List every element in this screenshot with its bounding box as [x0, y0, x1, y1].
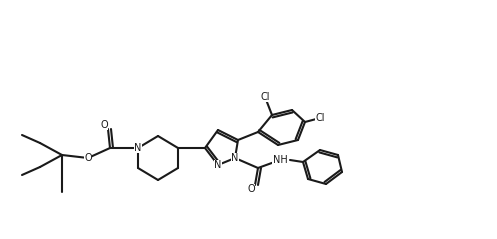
Text: N: N	[231, 153, 239, 163]
Text: O: O	[84, 153, 92, 163]
Text: O: O	[247, 184, 255, 194]
Text: Cl: Cl	[260, 92, 270, 102]
Text: N: N	[214, 160, 222, 170]
Text: O: O	[100, 120, 108, 130]
Text: Cl: Cl	[315, 113, 325, 123]
Text: N: N	[134, 143, 142, 153]
Text: NH: NH	[273, 155, 287, 165]
